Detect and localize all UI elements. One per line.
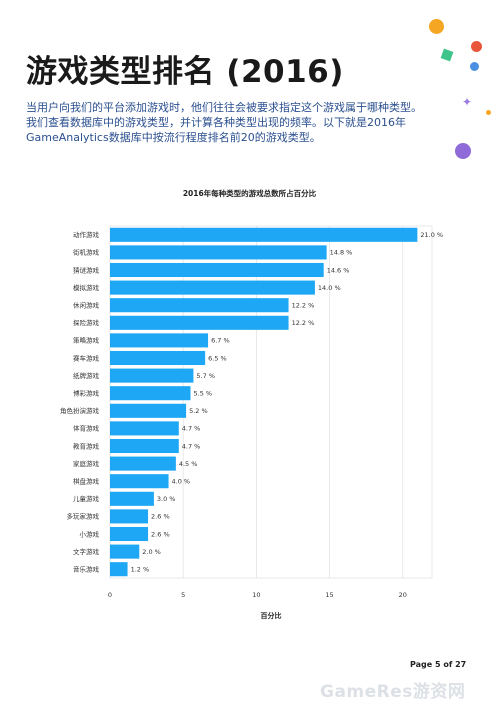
category-label: 猜谜游戏 — [73, 265, 100, 274]
bar — [110, 438, 179, 454]
decor-dot-red — [471, 41, 482, 52]
x-axis-title: 百分比 — [261, 611, 282, 620]
x-tick-label: 10 — [252, 591, 260, 599]
data-label: 5.5 % — [194, 390, 213, 398]
category-label: 角色扮演游戏 — [60, 406, 100, 415]
bar — [110, 456, 176, 471]
category-label: 赛车游戏 — [73, 353, 100, 362]
category-label: 儿童游戏 — [73, 494, 100, 503]
category-label: 音乐游戏 — [73, 565, 100, 574]
bar — [110, 421, 179, 436]
data-label: 14.6 % — [327, 266, 350, 274]
data-label: 4.7 % — [182, 442, 201, 450]
data-label: 14.8 % — [330, 249, 353, 257]
category-label: 策略游戏 — [73, 336, 100, 345]
x-tick-label: 15 — [325, 591, 333, 599]
category-label: 多玩家游戏 — [67, 512, 100, 521]
bar — [110, 491, 154, 506]
decor-dot-purple — [455, 143, 471, 159]
bar — [110, 509, 149, 524]
category-label: 博彩游戏 — [73, 389, 100, 398]
bar — [110, 403, 187, 418]
data-label: 4.0 % — [172, 478, 191, 486]
bar — [110, 280, 315, 295]
category-label: 小游戏 — [80, 529, 100, 538]
data-label: 2.6 % — [151, 513, 170, 521]
data-label: 12.2 % — [292, 319, 315, 327]
category-label: 模拟游戏 — [73, 283, 100, 292]
watermark-text: GameRes游资网 — [320, 682, 466, 702]
data-label: 3.0 % — [157, 495, 176, 503]
data-label: 14.0 % — [318, 284, 341, 292]
intro-line: 我们查看数据库中的游戏类型，并计算各种类型出现的频率。以下就是2016年 — [26, 116, 406, 129]
category-label: 动作游戏 — [73, 230, 100, 239]
data-label: 2.0 % — [142, 548, 161, 556]
data-label: 4.7 % — [182, 425, 201, 433]
bar — [110, 315, 289, 330]
data-label: 5.2 % — [189, 407, 208, 415]
bar — [110, 474, 169, 489]
intro-paragraph: 当用户向我们的平台添加游戏时，他们往往会被要求指定这个游戏属于哪种类型。 我们查… — [26, 100, 422, 145]
x-tick-label: 20 — [399, 591, 407, 599]
bar — [110, 333, 209, 348]
page-number: Page 5 of 27 — [410, 660, 467, 669]
bar — [110, 350, 206, 366]
intro-line: GameAnalytics数据库中按流行程度排名前20的游戏类型。 — [26, 131, 321, 144]
category-label: 教育游戏 — [73, 441, 100, 450]
decor-sparkle-purple: ✦ — [462, 95, 473, 109]
intro-line: 当用户向我们的平台添加游戏时，他们往往会被要求指定这个游戏属于哪种类型。 — [26, 101, 422, 114]
decor-dot-orange — [429, 19, 444, 34]
category-label: 街机游戏 — [73, 248, 100, 257]
bar — [110, 245, 327, 260]
chart-title: 2016年每种类型的游戏总数所占百分比 — [182, 189, 317, 198]
category-label: 家庭游戏 — [73, 459, 100, 468]
bar — [110, 526, 149, 542]
category-label: 棋盘游戏 — [73, 477, 100, 486]
data-label: 12.2 % — [292, 302, 315, 310]
category-label: 体育游戏 — [73, 424, 100, 433]
bar — [110, 386, 191, 401]
data-label: 5.7 % — [196, 372, 215, 380]
bar — [110, 368, 194, 383]
data-label: 2.6 % — [151, 530, 170, 538]
category-label: 纸牌游戏 — [73, 371, 100, 380]
category-label: 休闲游戏 — [73, 301, 100, 310]
x-tick-label: 0 — [108, 591, 112, 599]
data-label: 1.2 % — [131, 566, 150, 574]
data-label: 4.5 % — [179, 460, 198, 468]
data-label: 6.7 % — [211, 337, 230, 345]
plot-frame — [109, 225, 433, 579]
category-label: 探险游戏 — [73, 318, 100, 327]
category-label: 文字游戏 — [73, 547, 100, 556]
page-title: 游戏类型排名 (2016) — [26, 54, 344, 90]
bar — [110, 227, 418, 242]
data-label: 6.5 % — [208, 354, 227, 362]
bar — [110, 562, 128, 577]
decor-dot-blue — [470, 62, 479, 71]
bar — [110, 544, 140, 559]
decor-dot-small-orange — [486, 110, 491, 115]
bar — [110, 262, 324, 278]
bar — [110, 298, 289, 313]
data-label: 21.0 % — [420, 231, 443, 239]
x-tick-label: 5 — [181, 591, 185, 599]
